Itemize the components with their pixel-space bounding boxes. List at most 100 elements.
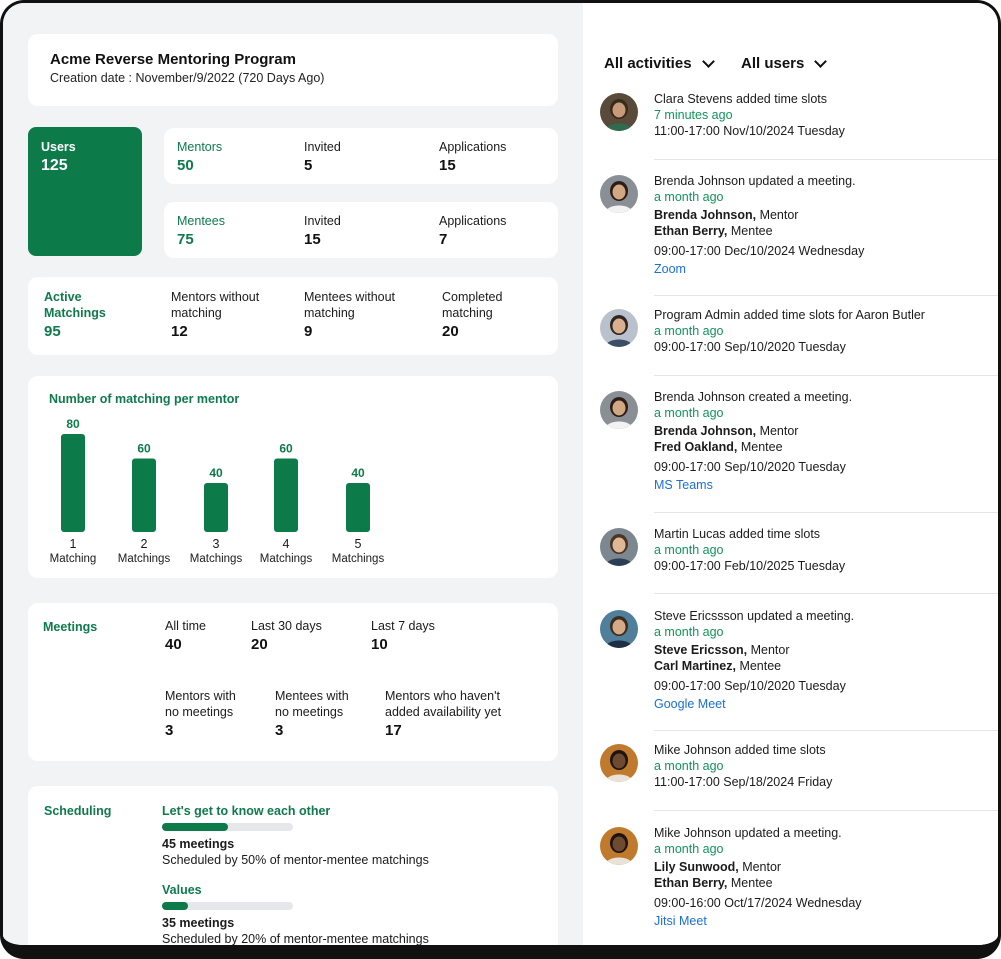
- chart-title: Number of matching per mentor: [49, 392, 240, 406]
- participant-role: Mentor: [738, 860, 782, 874]
- schedule-item-desc: Scheduled by 50% of mentor-mentee matchi…: [162, 853, 429, 867]
- no-availability-label-2: added availability yet: [385, 705, 502, 719]
- schedule-progress-fill: [162, 902, 189, 910]
- activity-time-slot: 09:00-16:00 Oct/17/2024 Wednesday: [654, 896, 862, 910]
- mentees-no-meetings-value: 3: [275, 722, 284, 739]
- schedule-item: Values 35 meetings Scheduled by 20% of m…: [162, 882, 542, 946]
- participant-role: Mentee: [737, 440, 783, 454]
- mentors-no-meetings-value: 3: [165, 722, 174, 739]
- mentors-value: 50: [177, 157, 194, 174]
- chart-bar: [204, 483, 228, 532]
- divider: [654, 730, 998, 731]
- mentors-without-label-1: Mentors without: [171, 290, 260, 304]
- participant-role: Mentor: [756, 424, 799, 438]
- mentors-label: Mentors: [177, 140, 223, 154]
- meeting-link[interactable]: Google Meet: [654, 697, 726, 711]
- schedule-item-count: 35 meetings: [162, 916, 235, 930]
- activity-text: Clara Stevens added time slots: [654, 92, 828, 106]
- activity-text: Brenda Johnson created a meeting.: [654, 390, 853, 404]
- activity-timestamp: a month ago: [654, 190, 724, 204]
- schedule-item-count: 45 meetings: [162, 837, 235, 851]
- mentees-no-meetings-label-1: Mentees with: [275, 689, 349, 703]
- matching-card: Active Matchings 95 Mentors without matc…: [28, 277, 558, 355]
- users-value: 125: [41, 157, 68, 174]
- chart-tick-sublabel: Matchings: [260, 553, 313, 565]
- activity-time-slot: 09:00-17:00 Sep/10/2020 Tuesday: [654, 340, 846, 354]
- activity-timestamp: a month ago: [654, 543, 724, 557]
- chevron-down-icon: [701, 54, 715, 68]
- chart-bar: [61, 434, 85, 532]
- chart-data-label: 80: [66, 417, 80, 431]
- avatar: [600, 528, 638, 566]
- no-availability-value: 17: [385, 722, 402, 739]
- divider: [654, 593, 998, 594]
- mentors-applications-label: Applications: [439, 140, 507, 154]
- mentees-value: 75: [177, 231, 194, 248]
- chart-card: Number of matching per mentor 80 1 Matchin…: [28, 376, 558, 578]
- matching-bar-chart: 80 1 Matching 60 2 Matchings 40 3 Matchings 60 4 Ma…: [50, 417, 385, 565]
- divider: [654, 810, 998, 811]
- mentors-without-value: 12: [171, 323, 188, 340]
- activity-time-slot: 09:00-17:00 Feb/10/2025 Tuesday: [654, 559, 846, 573]
- completed-label-1: Completed: [442, 290, 503, 304]
- mentors-without-label-2: matching: [171, 306, 222, 320]
- schedule-item-title: Values: [162, 883, 202, 897]
- avatar: [600, 827, 638, 865]
- chart-tick-label: 1: [70, 537, 77, 551]
- mentors-card: Mentors 50 Invited 5 Applications 15: [164, 128, 558, 184]
- meetings-7-value: 10: [371, 636, 388, 653]
- divider: [654, 159, 998, 160]
- meetings-all-value: 40: [165, 636, 182, 653]
- mentees-invited-value: 15: [304, 231, 321, 248]
- completed-label-2: matching: [442, 306, 493, 320]
- participant-role: Mentee: [727, 224, 773, 238]
- mentees-without-value: 9: [304, 323, 313, 340]
- activities-filter-dropdown[interactable]: All activities: [604, 54, 715, 72]
- scheduling-label: Scheduling: [44, 804, 112, 818]
- activity-body: Clara Stevens added time slots 7 minutes …: [654, 91, 988, 139]
- no-availability-label-1: Mentors who haven't: [385, 689, 500, 703]
- meeting-link[interactable]: Jitsi Meet: [654, 914, 707, 928]
- activity-time-slot: 11:00-17:00 Nov/10/2024 Tuesday: [654, 124, 845, 138]
- chart-bar: [132, 458, 156, 532]
- activity-body: Brenda Johnson updated a meeting. a month…: [654, 173, 988, 277]
- schedule-item-desc: Scheduled by 20% of mentor-mentee matchi…: [162, 932, 429, 946]
- activity-time-slot: 09:00-17:00 Sep/10/2020 Tuesday: [654, 460, 846, 474]
- users-filter-dropdown[interactable]: All users: [741, 54, 828, 72]
- chart-tick-sublabel: Matchings: [118, 553, 171, 565]
- scheduling-card: Scheduling Let's get to know each other …: [28, 786, 558, 946]
- participant-name: Steve Ericsson,: [654, 643, 748, 657]
- active-matchings-label-2: Matchings: [44, 306, 106, 320]
- users-tile[interactable]: Users 125: [28, 127, 142, 256]
- activity-panel: All activities All users Clara Stevens a…: [583, 3, 998, 945]
- activity-text: Steve Ericssson updated a meeting.: [654, 609, 855, 623]
- chart-data-label: 40: [351, 466, 365, 480]
- meeting-link[interactable]: MS Teams: [654, 478, 713, 492]
- meetings-7-label: Last 7 days: [371, 619, 435, 633]
- activity-timestamp: 7 minutes ago: [654, 108, 733, 122]
- mentees-applications-value: 7: [439, 231, 448, 248]
- mentees-no-meetings-label-2: no meetings: [275, 705, 344, 719]
- chart-tick-sublabel: Matchings: [332, 553, 385, 565]
- participant-name: Ethan Berry,: [654, 224, 728, 238]
- mentees-label: Mentees: [177, 214, 225, 228]
- avatar: [600, 744, 638, 782]
- mentees-without-label-2: matching: [304, 306, 355, 320]
- activities-filter-label: All activities: [604, 55, 692, 72]
- activity-text: Mike Johnson updated a meeting.: [654, 826, 842, 840]
- activity-text: Brenda Johnson updated a meeting.: [654, 174, 856, 188]
- meetings-30-label: Last 30 days: [251, 619, 322, 633]
- activity-body: Martin Lucas added time slots a month ago…: [654, 526, 988, 574]
- avatar: [600, 93, 638, 131]
- mentors-invited-value: 5: [304, 157, 313, 174]
- avatar: [600, 610, 638, 648]
- active-matchings-value: 95: [44, 323, 61, 340]
- meetings-card: Meetings All time 40 Last 30 days 20 Las…: [28, 603, 558, 761]
- participant-role: Mentor: [747, 643, 790, 657]
- chart-tick-label: 2: [141, 537, 148, 551]
- activity-timestamp: a month ago: [654, 324, 724, 338]
- mentors-applications-value: 15: [439, 157, 456, 174]
- meeting-link[interactable]: Zoom: [654, 262, 686, 276]
- chevron-down-icon: [814, 54, 828, 68]
